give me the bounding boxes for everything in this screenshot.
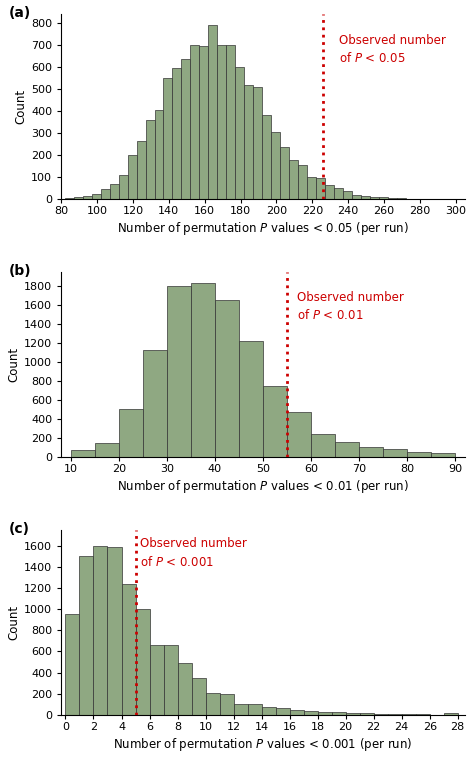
X-axis label: Number of permutation $\it{P}$ values < 0.001 (per run): Number of permutation $\it{P}$ values < … [113,736,413,753]
X-axis label: Number of permutation $\it{P}$ values < 0.05 (per run): Number of permutation $\it{P}$ values < … [117,220,409,237]
Bar [100,189,109,199]
Bar [191,678,206,715]
Bar [444,713,458,715]
Bar [71,450,95,457]
Bar [388,714,401,715]
Text: (a): (a) [9,6,31,21]
Bar [65,198,74,199]
Bar [370,197,379,199]
Bar [304,711,318,715]
Bar [374,714,388,715]
Bar [128,155,137,199]
Bar [361,196,370,199]
Bar [247,705,262,715]
Bar [289,160,298,199]
Bar [136,609,149,715]
Bar [253,87,262,199]
Bar [149,645,164,715]
Bar [178,663,191,715]
Bar [388,198,397,199]
Bar [343,192,352,199]
Bar [334,188,343,199]
Y-axis label: Count: Count [14,89,27,124]
Bar [235,67,244,199]
Bar [407,451,431,457]
Bar [118,175,128,199]
Bar [93,546,108,715]
Text: Observed number
of $\it{P}$ < 0.001: Observed number of $\it{P}$ < 0.001 [140,537,246,568]
Bar [383,449,407,457]
Bar [173,68,182,199]
Y-axis label: Count: Count [7,605,20,640]
Bar [401,714,416,715]
Bar [121,584,136,715]
Text: Observed number
of $\it{P}$ < 0.01: Observed number of $\it{P}$ < 0.01 [297,291,403,322]
Bar [280,147,289,199]
Bar [239,341,263,457]
Bar [80,556,93,715]
Bar [287,413,311,457]
Bar [360,714,374,715]
Bar [290,710,304,715]
Bar [167,286,191,457]
Text: Observed number
of $\it{P}$ < 0.05: Observed number of $\it{P}$ < 0.05 [339,33,446,65]
Bar [359,448,383,457]
Bar [352,195,361,199]
Bar [95,443,119,457]
Bar [332,712,346,715]
Bar [298,165,307,199]
Bar [271,131,280,199]
Bar [244,85,253,199]
Bar [164,78,173,199]
Bar [234,705,247,715]
Bar [206,693,219,715]
Bar [146,119,155,199]
Bar [263,386,287,457]
Bar [74,198,83,199]
Text: (b): (b) [9,264,31,278]
Bar [262,707,275,715]
Bar [307,177,316,199]
Bar [108,546,121,715]
Bar [208,25,217,199]
Bar [155,109,164,199]
Bar [325,185,334,199]
Bar [109,184,118,199]
Bar [92,194,100,199]
Bar [217,45,226,199]
Bar [164,645,178,715]
Bar [143,350,167,457]
Bar [311,434,335,457]
Bar [65,614,80,715]
Bar [275,708,290,715]
Y-axis label: Count: Count [7,347,20,382]
Bar [226,45,235,199]
Bar [137,141,146,199]
Bar [191,45,200,199]
Bar [219,695,234,715]
X-axis label: Number of permutation $\it{P}$ values < 0.01 (per run): Number of permutation $\it{P}$ values < … [117,478,409,495]
Bar [316,178,325,199]
Bar [346,713,360,715]
Bar [83,196,92,199]
Bar [262,116,271,199]
Bar [191,283,215,457]
Text: (c): (c) [9,522,30,537]
Bar [335,442,359,457]
Bar [215,300,239,457]
Bar [431,453,455,457]
Bar [200,46,208,199]
Bar [318,712,332,715]
Bar [379,198,388,199]
Bar [182,59,191,199]
Bar [119,410,143,457]
